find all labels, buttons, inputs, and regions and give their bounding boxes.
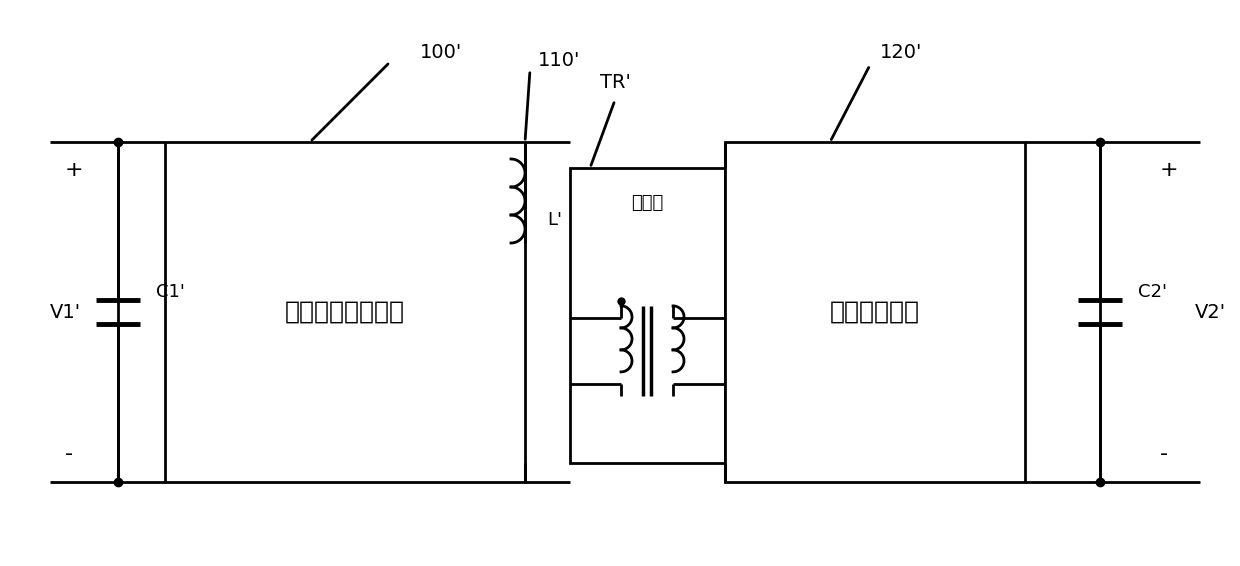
Text: 110': 110' bbox=[538, 50, 580, 70]
Text: 120': 120' bbox=[880, 42, 923, 62]
Text: V1': V1' bbox=[50, 302, 81, 321]
Text: +: + bbox=[1159, 160, 1179, 180]
Bar bbox=[165, 142, 525, 482]
Text: 原边全桥变换电路: 原边全桥变换电路 bbox=[285, 300, 405, 324]
Text: V2': V2' bbox=[1195, 302, 1226, 321]
Text: -: - bbox=[1159, 444, 1168, 464]
Text: -: - bbox=[64, 444, 73, 464]
Text: C2': C2' bbox=[1138, 283, 1167, 301]
Text: C1': C1' bbox=[156, 283, 185, 301]
Text: 100': 100' bbox=[420, 42, 463, 62]
Text: 变压器: 变压器 bbox=[631, 194, 663, 212]
Bar bbox=[570, 168, 725, 463]
Text: L': L' bbox=[547, 211, 562, 229]
Text: 副边变换电路: 副边变换电路 bbox=[830, 300, 920, 324]
Text: +: + bbox=[64, 160, 83, 180]
Bar bbox=[725, 142, 1025, 482]
Text: TR': TR' bbox=[600, 72, 631, 92]
